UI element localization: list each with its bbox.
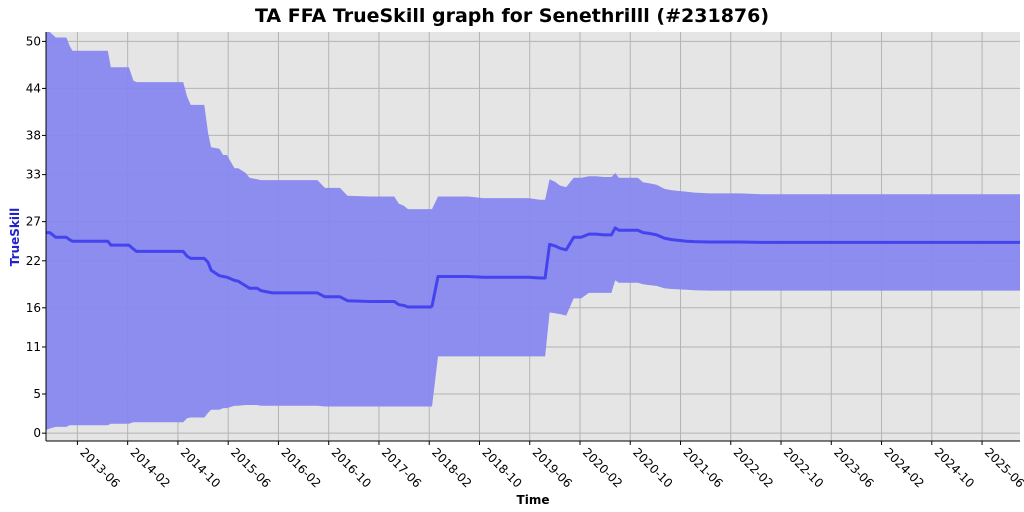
x-tick-label: 2021-06 bbox=[680, 445, 725, 490]
x-axis-title: Time bbox=[517, 493, 550, 507]
y-tick-label: 11 bbox=[26, 340, 41, 354]
x-tick-label: 2014-02 bbox=[128, 445, 173, 490]
y-tick-label: 33 bbox=[26, 168, 41, 182]
x-tick-label: 2025-06 bbox=[982, 445, 1024, 490]
x-tick-label: 2022-10 bbox=[781, 445, 826, 490]
x-tick-label: 2014-10 bbox=[178, 445, 223, 490]
y-tick-label: 50 bbox=[26, 34, 41, 48]
y-tick-label: 27 bbox=[26, 215, 41, 229]
x-axis-ticks: 2013-06 2014-02 2014-10 2015-06 2016-02 2016-… bbox=[76, 441, 1024, 491]
x-tick-label: 2018-02 bbox=[429, 445, 474, 490]
x-tick-label: 2020-10 bbox=[630, 445, 675, 490]
y-tick-label: 22 bbox=[26, 254, 41, 268]
x-tick-label: 2023-06 bbox=[831, 445, 876, 490]
x-tick-label: 2019-06 bbox=[530, 445, 575, 490]
chart-title: TA FFA TrueSkill graph for Senethrilll (… bbox=[254, 5, 770, 27]
line-layer bbox=[46, 226, 1020, 309]
x-tick-label: 2017-06 bbox=[379, 445, 424, 490]
x-tick-label: 2020-02 bbox=[580, 445, 625, 490]
x-tick-label: 2016-02 bbox=[278, 445, 323, 490]
y-axis-title: TrueSkill bbox=[8, 208, 22, 266]
x-tick-label: 2024-10 bbox=[932, 445, 977, 490]
trueskill-line bbox=[46, 226, 1020, 309]
uncertainty-band bbox=[46, 32, 1020, 430]
y-tick-label: 38 bbox=[26, 128, 41, 142]
x-tick-label: 2016-10 bbox=[329, 445, 374, 490]
x-tick-label: 2022-02 bbox=[731, 445, 776, 490]
x-tick-label: 2024-02 bbox=[881, 445, 926, 490]
y-tick-label: 5 bbox=[33, 387, 41, 401]
y-tick-label: 0 bbox=[33, 426, 41, 440]
x-tick-label: 2013-06 bbox=[77, 445, 122, 490]
band-layer bbox=[46, 32, 1020, 430]
x-tick-label: 2015-06 bbox=[228, 445, 273, 490]
y-tick-label: 44 bbox=[26, 81, 41, 95]
x-tick-label: 2018-10 bbox=[479, 445, 524, 490]
axes bbox=[45, 32, 1020, 442]
y-axis-ticks: 0 5 11 16 22 27 33 38 44 50 bbox=[26, 34, 46, 440]
y-tick-label: 16 bbox=[26, 301, 41, 315]
